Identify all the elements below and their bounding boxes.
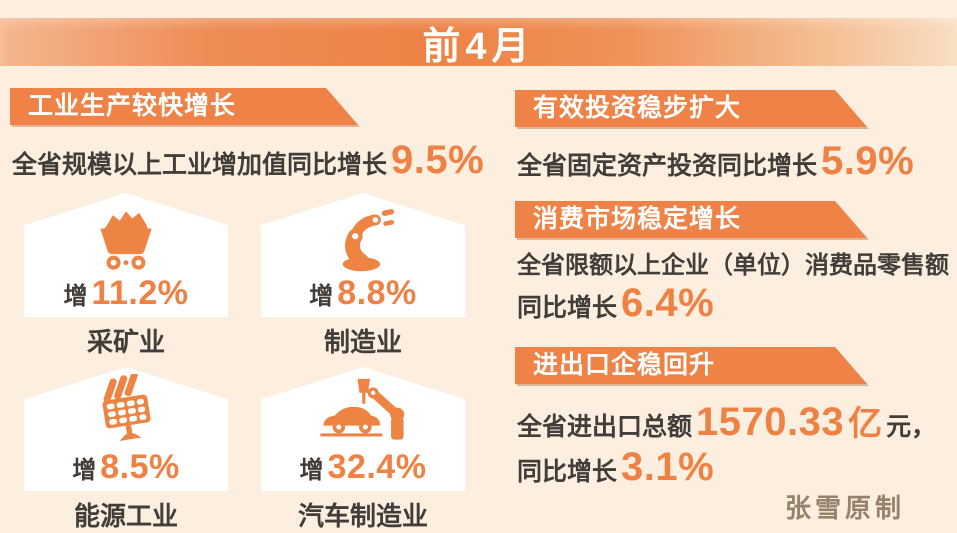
- consumption-line2: 同比增长 6.4%: [517, 281, 950, 326]
- card-label: 能源工业: [73, 501, 178, 531]
- card-stat-prefix: 增: [63, 283, 88, 310]
- house-shape: 增 32.4%: [261, 367, 465, 491]
- industry-card-mining: 增 11.2% 采矿业: [24, 193, 228, 359]
- trade-line2-text: 同比增长: [517, 458, 618, 486]
- card-stat-value: 32.4%: [327, 448, 427, 486]
- robot-arm-icon: [342, 209, 395, 272]
- trade-line1-unit: 亿: [848, 405, 883, 443]
- card-label: 采矿业: [86, 327, 165, 357]
- card-stat-value: 11.2%: [91, 274, 189, 312]
- industry-lead-text: 全省规模以上工业增加值同比增长: [12, 151, 388, 179]
- section-header-industry: 工业生产较快增长: [10, 88, 358, 125]
- industry-card-manufacturing: 增 8.8% 制造业: [261, 193, 465, 359]
- house-shape: 增 8.5%: [24, 367, 228, 491]
- industry-section: 工业生产较快增长 全省规模以上工业增加值同比增长 9.5% 增: [10, 88, 484, 533]
- card-stat: 增 8.8%: [309, 274, 417, 313]
- investment-value: 5.9%: [821, 139, 915, 183]
- industry-lead-stat: 全省规模以上工业增加值同比增长 9.5%: [12, 138, 484, 183]
- card-label: 制造业: [323, 327, 402, 357]
- trade-line2: 同比增长 3.1%: [517, 445, 950, 490]
- mine-cart-icon: [100, 211, 152, 270]
- trade-line1: 全省进出口总额 1570.33 亿 元，: [517, 396, 950, 445]
- consumption-line2-text: 同比增长: [517, 294, 618, 322]
- solar-panel-icon: [102, 374, 151, 442]
- industry-card-auto: 增 32.4% 汽车制造业: [261, 367, 465, 533]
- card-stat-prefix: 增: [72, 457, 97, 484]
- author-credit: 张雪原制: [784, 493, 905, 523]
- trade-line2-value: 3.1%: [621, 445, 715, 489]
- industry-card-energy: 增 8.5% 能源工业: [24, 367, 228, 533]
- card-stat-prefix: 增: [299, 457, 324, 484]
- card-stat: 增 8.5%: [72, 448, 180, 487]
- trade-line1-text: 全省进出口总额: [517, 413, 693, 441]
- car-assembly-icon: [320, 378, 405, 440]
- card-stat-value: 8.5%: [100, 448, 180, 486]
- card-label: 汽车制造业: [297, 501, 428, 531]
- right-column: 有效投资稳步扩大 全省固定资产投资同比增长 5.9% 消费市场稳定增长 全省限额…: [515, 90, 950, 490]
- section-header-consumption: 消费市场稳定增长: [515, 201, 867, 238]
- trade-line1-value: 1570.33: [696, 400, 845, 444]
- card-stat-prefix: 增: [309, 283, 334, 310]
- trade-line1-suffix: 元，: [886, 413, 937, 441]
- section-header-investment: 有效投资稳步扩大: [515, 90, 867, 127]
- industry-lead-value: 9.5%: [391, 138, 485, 182]
- page-title: 前4月: [422, 25, 535, 68]
- section-header-trade: 进出口企稳回升: [515, 347, 867, 384]
- house-shape: 增 11.2%: [24, 193, 228, 317]
- consumption-line2-value: 6.4%: [621, 281, 715, 325]
- industry-card-grid: 增 11.2% 采矿业: [24, 193, 480, 533]
- top-banner: 前4月: [0, 18, 957, 68]
- investment-text: 全省固定资产投资同比增长: [517, 152, 818, 180]
- investment-stat: 全省固定资产投资同比增长 5.9%: [517, 139, 950, 184]
- house-shape: 增 8.8%: [261, 193, 465, 317]
- card-stat: 增 11.2%: [63, 274, 188, 313]
- card-stat-value: 8.8%: [337, 274, 417, 312]
- consumption-stat: 全省限额以上企业（单位）消费品零售额 同比增长 6.4%: [517, 250, 950, 326]
- card-stat: 增 32.4%: [300, 448, 427, 487]
- consumption-line1: 全省限额以上企业（单位）消费品零售额: [517, 252, 949, 279]
- trade-stat: 全省进出口总额 1570.33 亿 元， 同比增长 3.1%: [517, 396, 950, 490]
